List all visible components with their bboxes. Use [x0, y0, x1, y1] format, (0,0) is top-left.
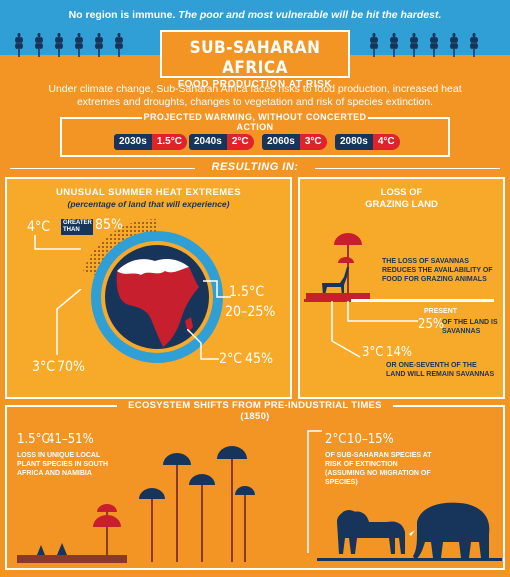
heat-globe-graphic: [83, 218, 223, 363]
heat-heading: UNUSUAL SUMMER HEAT EXTREMES: [55, 187, 242, 198]
tree-canopy: [189, 474, 215, 485]
heat-45: 45%: [245, 351, 273, 367]
heat-greater-than: GREATER THAN: [61, 219, 93, 235]
wheat-icon: [370, 33, 378, 57]
heat-4c: 4°C: [27, 219, 51, 235]
projection-decade: 2060s: [262, 134, 300, 150]
eco-right-desc: OF SUB-SAHARAN SPECIES AT RISK OF EXTINC…: [325, 452, 432, 486]
tree-canopy: [93, 515, 121, 527]
heat-20-25: 20–25%: [225, 304, 276, 320]
projection-item: 2030s 1.5°C: [114, 134, 187, 150]
tree-canopy: [334, 233, 362, 245]
trees-graphic: [17, 446, 255, 563]
wheat-icon: [55, 33, 63, 57]
wheat-icon: [115, 33, 123, 57]
wheat-icons-left: [15, 33, 123, 57]
page-subtitle: FOOD PRODUCTION AT RISK: [177, 79, 333, 90]
projection-decade: 2040s: [189, 134, 227, 150]
projection-item: 2080s 4°C: [335, 134, 400, 150]
heat-85: 85%: [95, 217, 123, 233]
grazing-heading-1: LOSS OF: [380, 187, 423, 198]
page-title: SUB-SAHARAN AFRICA: [189, 38, 321, 78]
future-3c: 3°C: [362, 345, 384, 360]
savanna-bar: [304, 299, 494, 302]
future-desc: OR ONE-SEVENTH OF THE LAND WILL REMAIN S…: [386, 362, 495, 378]
heat-1-5c: 1.5°C: [229, 284, 265, 300]
ecosystem-panel: ECOSYSTEM SHIFTS FROM PRE-INDUSTRIAL TIM…: [5, 400, 505, 570]
grass: [17, 555, 127, 563]
divider: [315, 168, 500, 169]
lion-icon: [337, 510, 405, 554]
animals-graphic: [317, 502, 502, 561]
eco-left-desc: LOSS IN UNIQUE LOCAL PLANT SPECIES IN SO…: [17, 452, 109, 477]
tree-canopy: [235, 486, 255, 495]
eco-left-temp: 1.5°C: [17, 432, 50, 447]
savanna-graphic: [306, 233, 370, 299]
plant-icon: [37, 543, 67, 555]
antelope-icon: [322, 267, 349, 295]
leader-line: [331, 301, 418, 358]
grazing-heading-2: GRAZING LAND: [365, 199, 438, 210]
eco-heading: ECOSYSTEM SHIFTS FROM PRE-INDUSTRIAL TIM…: [117, 400, 393, 422]
snow-cap: [117, 259, 189, 275]
divider: [10, 168, 195, 169]
savanna-bar-fill: [304, 299, 351, 302]
africa-map: [116, 259, 199, 347]
wheat-icon: [470, 33, 478, 57]
wheat-icon: [410, 33, 418, 57]
leader-line: [56, 289, 82, 355]
leader-line: [187, 329, 219, 360]
heat-3c: 3°C: [32, 359, 56, 375]
heat-panel: UNUSUAL SUMMER HEAT EXTREMES (percentage…: [5, 177, 292, 399]
present-25: 25%: [418, 317, 444, 332]
projection-heading: PROJECTED WARMING, WITHOUT CONCERTED ACT…: [142, 112, 368, 132]
tree-canopy: [139, 488, 165, 499]
eco-right-temp: 2°C: [325, 432, 347, 447]
present-label: PRESENT: [424, 308, 458, 315]
future-14: 14%: [386, 345, 412, 360]
wheat-icon: [75, 33, 83, 57]
eco-left-pct: 41–51%: [47, 432, 94, 447]
projection-temp: 1.5°C: [151, 134, 187, 150]
grazing-desc: THE LOSS OF SAVANNAS REDUCES THE AVAILAB…: [382, 258, 493, 283]
projection-box: PROJECTED WARMING, WITHOUT CONCERTED ACT…: [60, 112, 450, 157]
banner-text: No region is immune. The poor and most v…: [0, 9, 510, 21]
intro-text: Under climate change, Sub-Saharan Africa…: [48, 83, 462, 108]
heat-70: 70%: [57, 359, 85, 375]
tree-canopy: [217, 446, 247, 459]
wheat-icon: [430, 33, 438, 57]
wheat-icon: [390, 33, 398, 57]
heat-subheading: (percentage of land that will experience…: [67, 199, 230, 209]
resulting-label: RESULTING IN:: [211, 161, 299, 173]
projection-decade: 2080s: [335, 134, 373, 150]
wheat-icon: [95, 33, 103, 57]
wheat-icon: [35, 33, 43, 57]
tree-canopy: [338, 257, 354, 263]
grazing-panel: LOSS OF GRAZING LAND THE LOSS OF SAVANNA…: [298, 177, 505, 399]
projection-temp: 4°C: [372, 134, 400, 150]
banner-lead: No region is immune.: [68, 9, 176, 21]
wheat-icons-right: [370, 33, 478, 57]
heat-2c: 2°C: [219, 351, 243, 367]
leader-line: [34, 235, 81, 250]
projection-item: 2060s 3°C: [262, 134, 327, 150]
tree-canopy: [163, 453, 191, 465]
projection-item: 2040s 2°C: [189, 134, 254, 150]
wheat-icon: [450, 33, 458, 57]
wheat-icon: [15, 33, 23, 57]
elephant-icon: [409, 502, 490, 560]
projection-temp: 3°C: [299, 134, 327, 150]
eco-right-pct: 10–15%: [347, 432, 394, 447]
leader-line: [307, 430, 322, 553]
tree-canopy: [97, 504, 117, 512]
title-box: SUB-SAHARAN AFRICA FOOD PRODUCTION AT RI…: [160, 30, 350, 90]
banner-emphasis: The poor and most vulnerable will be hit…: [178, 9, 442, 21]
projection-temp: 2°C: [226, 134, 254, 150]
projection-decade: 2030s: [114, 134, 152, 150]
leader-line: [203, 280, 231, 298]
present-desc: OF THE LAND IS SAVANNAS: [442, 319, 498, 335]
grass: [306, 293, 370, 299]
ground: [317, 558, 502, 561]
